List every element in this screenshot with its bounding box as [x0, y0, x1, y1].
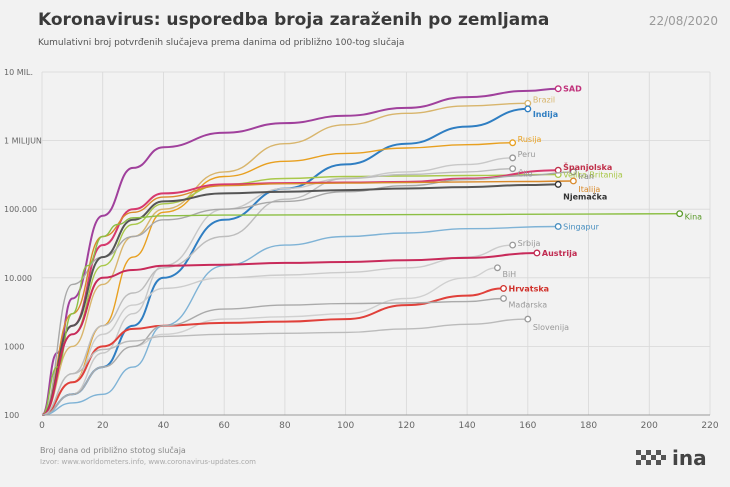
series-label-7: Španjolska	[563, 161, 612, 172]
series-endpoint-17	[500, 295, 507, 302]
series-label-13: Srbija	[518, 239, 541, 248]
x-tick-label: 40	[158, 421, 170, 431]
series-label-2: Indija	[533, 110, 558, 119]
series-endpoint-14	[533, 249, 541, 257]
series-endpoint-18	[524, 315, 532, 323]
series-line-0	[41, 87, 559, 416]
series-labels: SAD Brazil Indija Rusija Velika Britanija Per…	[502, 85, 702, 332]
series-label-15: BiH	[502, 270, 516, 279]
series-line-17	[41, 297, 504, 416]
x-tick-label: 160	[519, 421, 536, 431]
series-line-18	[41, 318, 528, 416]
series-endpoint-8	[569, 168, 577, 176]
source-note: Izvor: www.worldometers.info, www.corona…	[40, 458, 257, 466]
series-label-5: Peru	[518, 150, 536, 159]
x-tick-label: 80	[279, 421, 291, 431]
series-line-16	[41, 287, 504, 416]
y-tick-label: 100	[4, 411, 19, 420]
series-label-8: Iran	[578, 172, 594, 181]
series-endpoint-13	[509, 241, 517, 249]
series-layer	[41, 85, 684, 416]
series-label-11: Kina	[685, 213, 703, 222]
x-tick-label: 140	[458, 421, 475, 431]
series-label-6: Čile	[518, 168, 533, 179]
series-line-5	[41, 157, 513, 416]
series-line-15	[41, 267, 498, 416]
series-line-13	[41, 244, 513, 416]
axis-layer: 100 1000 10.000 100.000 1 MILIJUN 10 MIL. 0 20 4…	[4, 68, 719, 431]
series-endpoint-10	[554, 180, 562, 188]
series-endpoint-16	[500, 284, 507, 292]
series-line-7	[41, 169, 559, 416]
series-label-12: Singapur	[563, 222, 600, 231]
series-label-10: Njemačka	[563, 191, 607, 201]
x-tick-label: 0	[39, 421, 45, 431]
series-line-6	[41, 168, 513, 416]
series-line-14	[41, 252, 537, 416]
series-label-0: SAD	[563, 85, 582, 94]
series-endpoint-9	[569, 177, 577, 185]
chart-subtitle: Kumulativni broj potvrđenih slučajeva pr…	[38, 38, 405, 48]
series-label-1: Brazil	[533, 95, 555, 104]
series-line-1	[41, 102, 528, 416]
series-endpoint-5	[509, 154, 517, 162]
series-label-16: Hrvatska	[509, 284, 550, 293]
x-tick-label: 120	[398, 421, 415, 431]
logo-mark-icon	[636, 450, 666, 465]
series-endpoint-1	[524, 99, 532, 107]
y-tick-label: 10 MIL.	[4, 68, 33, 77]
series-endpoint-3	[509, 139, 517, 147]
series-label-9: Italija	[578, 185, 600, 194]
series-label-18: Slovenija	[533, 323, 569, 332]
x-axis-title: Broj dana od približno stotog slučaja	[40, 446, 186, 455]
y-tick-label: 1000	[4, 342, 24, 351]
series-endpoint-12	[554, 223, 562, 230]
series-endpoint-11	[676, 210, 684, 218]
hina-logo: ina	[636, 446, 708, 472]
series-endpoint-0	[554, 85, 562, 93]
series-line-11	[41, 213, 680, 416]
series-line-3	[41, 142, 513, 416]
page-title: Koronavirus: usporedba broja zaraženih p…	[38, 10, 550, 30]
series-label-17: Mađarska	[509, 300, 548, 309]
x-tick-label: 220	[701, 421, 718, 431]
series-line-8	[41, 171, 574, 416]
series-label-3: Rusija	[518, 135, 542, 144]
y-tick-label: 10.000	[4, 274, 32, 283]
x-tick-label: 180	[580, 421, 597, 431]
series-endpoint-6	[509, 165, 517, 173]
x-tick-label: 100	[337, 421, 354, 431]
series-line-10	[41, 183, 559, 416]
date-label: 22/08/2020	[648, 14, 718, 28]
series-label-14: Austrija	[542, 249, 577, 258]
series-endpoint-2	[524, 105, 532, 113]
y-tick-label: 100.000	[4, 205, 37, 214]
series-endpoint-15	[494, 264, 501, 272]
y-tick-label: 1 MILIJUN	[4, 137, 42, 146]
x-tick-label: 60	[218, 421, 230, 431]
logo-text: ina	[672, 446, 707, 470]
series-line-9	[41, 180, 574, 416]
x-tick-label: 200	[641, 421, 658, 431]
grid-lines	[41, 71, 711, 416]
series-label-4: Velika Britanija	[563, 171, 623, 180]
x-tick-label: 20	[97, 421, 109, 431]
